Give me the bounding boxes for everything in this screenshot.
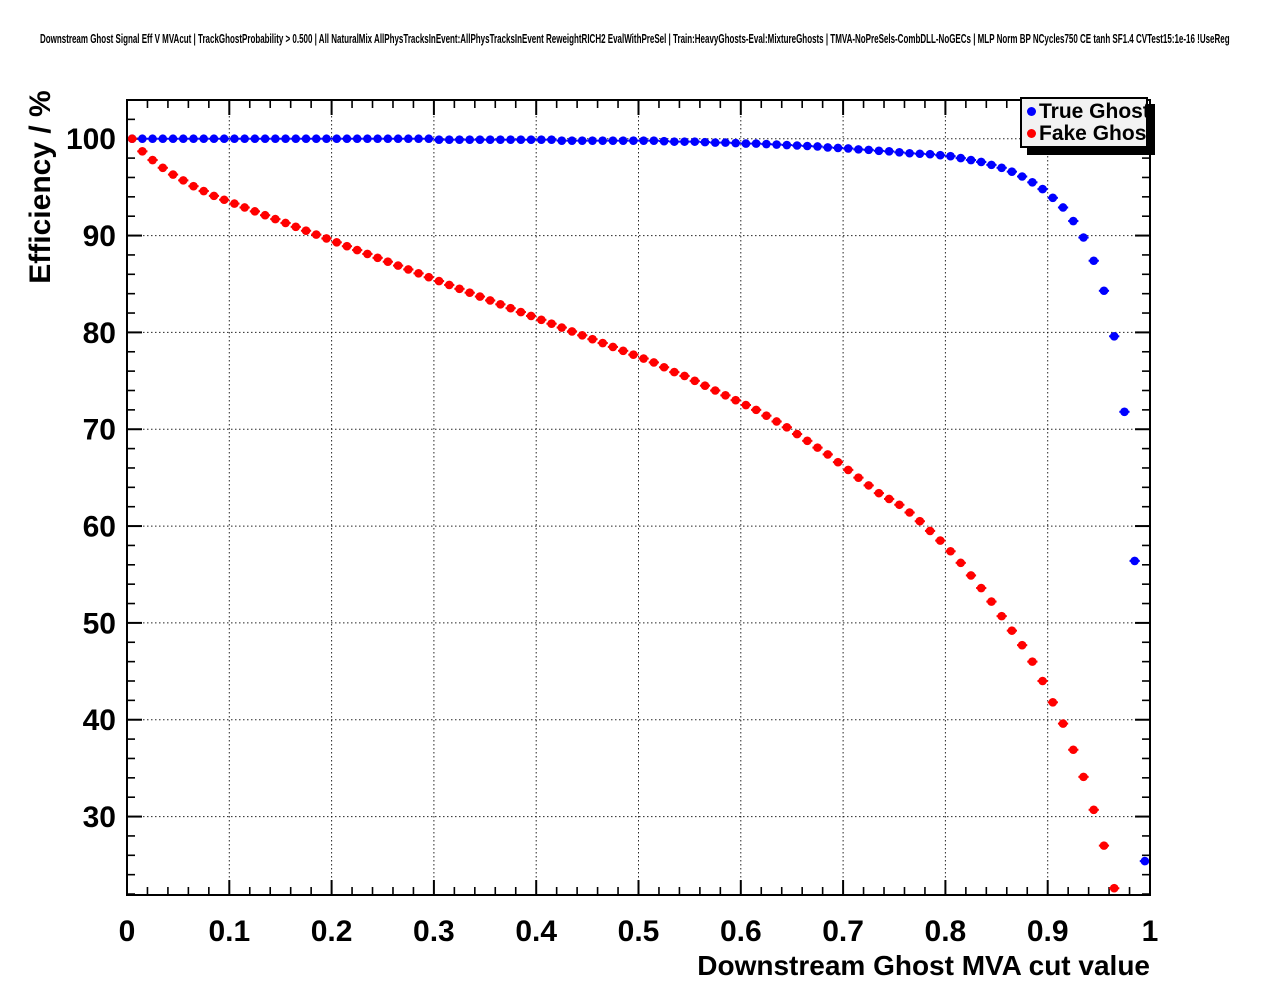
y-tick-label: 70 [83, 414, 116, 447]
series-fake-ghost [127, 134, 1120, 893]
x-tick-label: 0.1 [208, 915, 250, 948]
x-tick-label: 0.9 [1027, 915, 1069, 948]
y-tick-label: 40 [83, 704, 116, 737]
legend-label-fake-ghost: Fake Ghost [1039, 122, 1154, 146]
legend-entry-fake-ghost: Fake Ghost [1027, 123, 1153, 146]
y-tick-label: 100 [66, 123, 116, 156]
fake-ghost-dot-icon [1027, 129, 1036, 139]
x-tick-label: 0.7 [822, 915, 864, 948]
y-tick-label: 50 [83, 607, 116, 640]
x-tick-label: 0.3 [413, 915, 455, 948]
x-tick-label: 0.4 [515, 915, 557, 948]
x-tick-label: 0.2 [311, 915, 353, 948]
y-tick-label: 80 [83, 317, 116, 350]
legend-entry-true-ghost: True Ghost [1027, 100, 1150, 123]
x-axis-title: Downstream Ghost MVA cut value [697, 950, 1150, 981]
y-tick-label: 60 [83, 511, 116, 544]
x-tick-label: 1 [1142, 915, 1159, 948]
x-tick-label: 0 [119, 915, 136, 948]
legend-label-true-ghost: True Ghost [1039, 99, 1150, 123]
y-tick-label: 90 [83, 220, 116, 253]
x-tick-label: 0.6 [720, 915, 762, 948]
y-tick-label: 30 [83, 801, 116, 834]
x-tick-label: 0.5 [618, 915, 660, 948]
true-ghost-dot-icon [1027, 106, 1036, 116]
legend: True Ghost Fake Ghost [1020, 97, 1153, 148]
x-tick-label: 0.8 [925, 915, 967, 948]
plot-title: Downstream Ghost Signal Eff V MVAcut | T… [40, 31, 1230, 46]
